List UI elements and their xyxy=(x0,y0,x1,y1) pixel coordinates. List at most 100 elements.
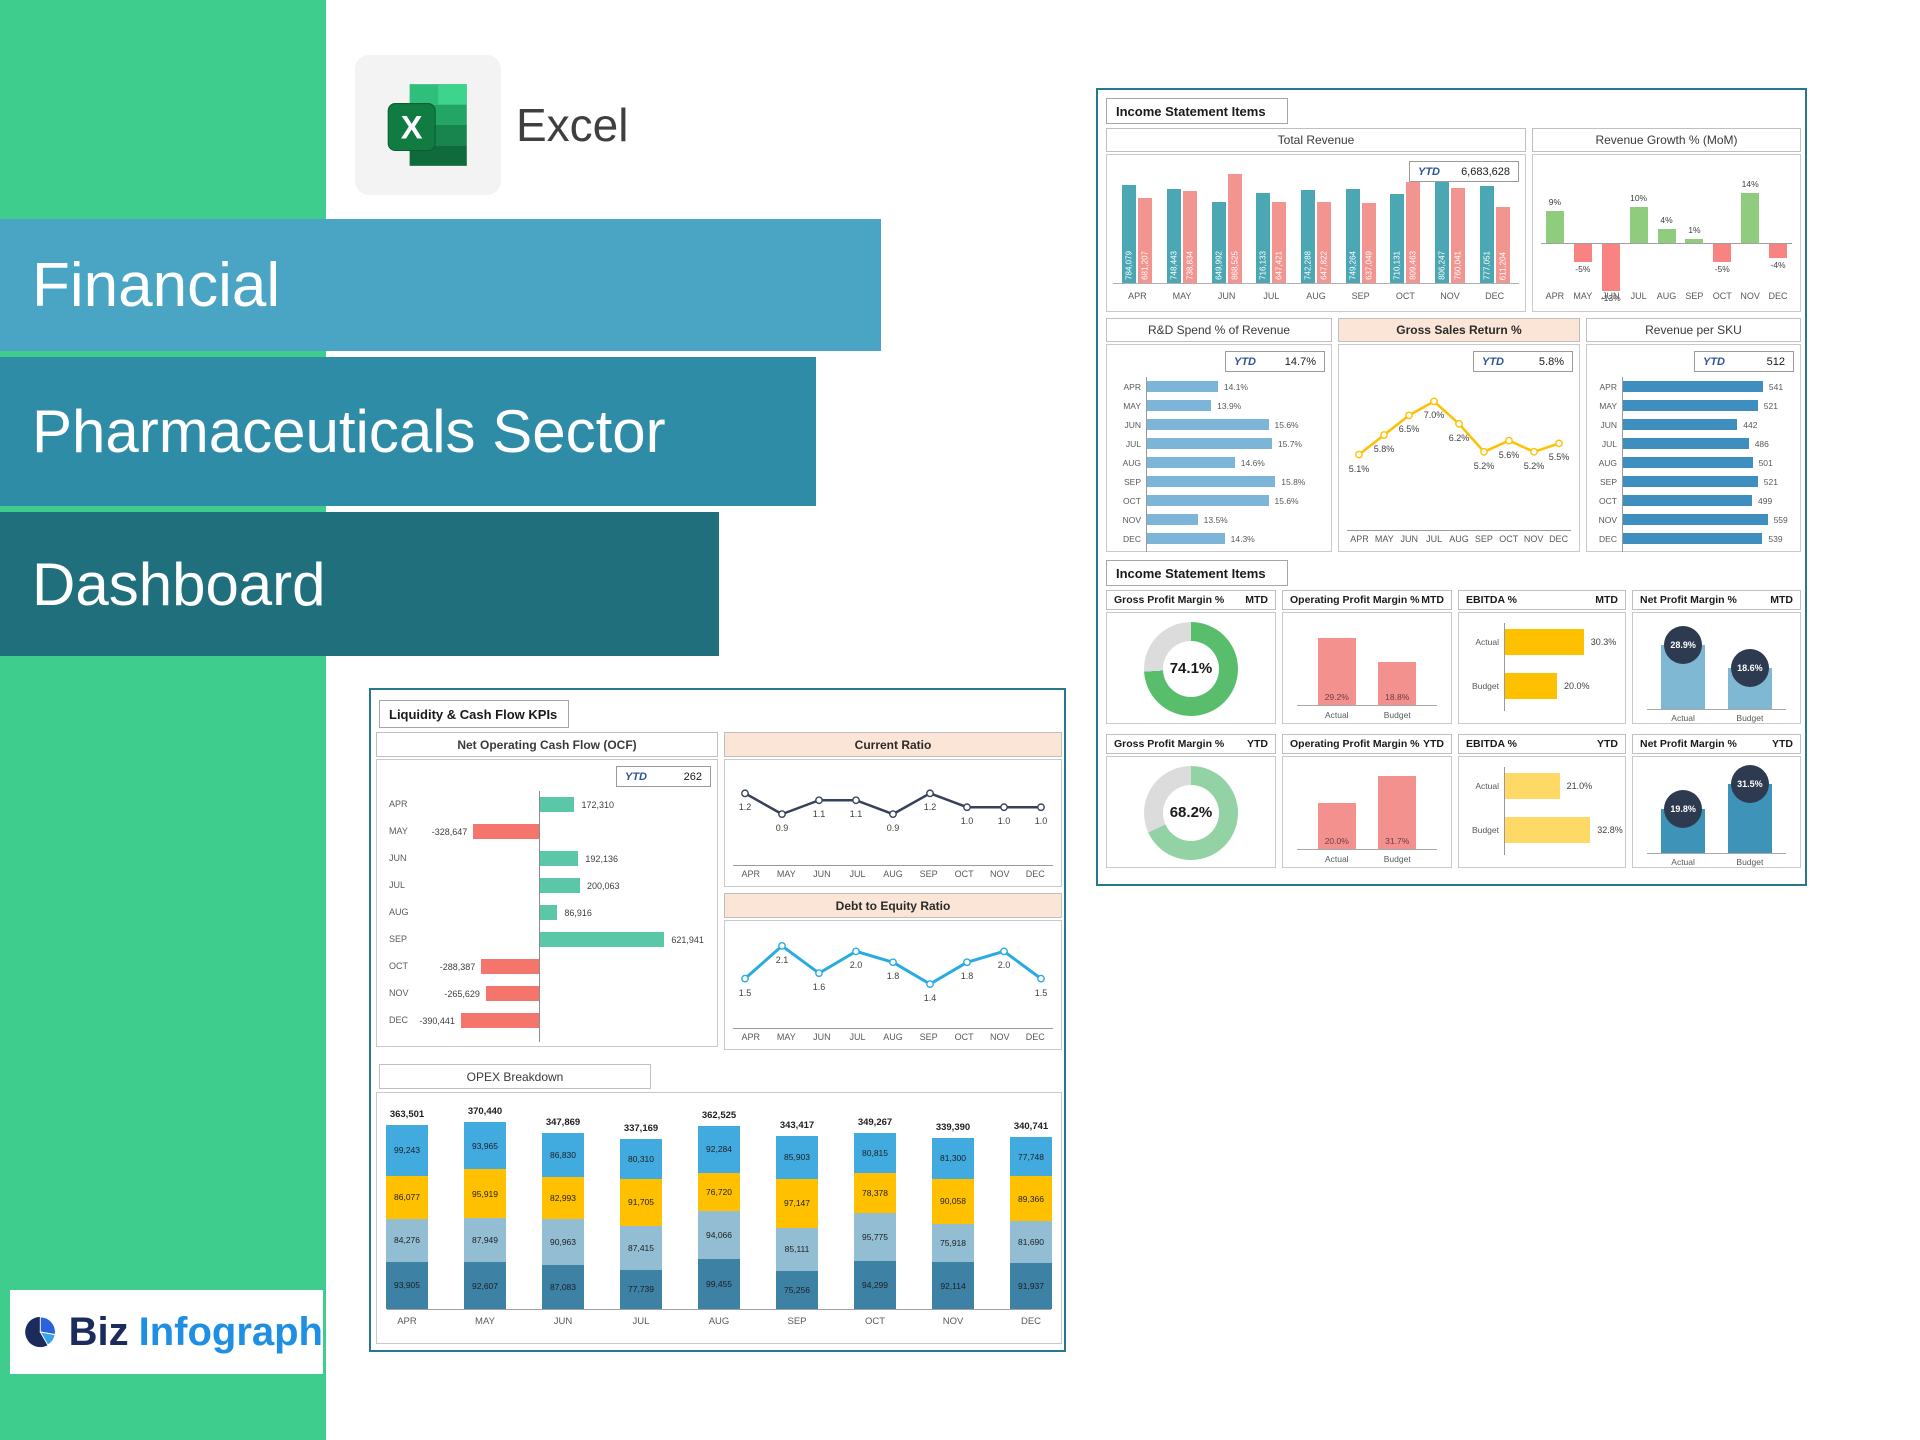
segment-value-label: 91,937 xyxy=(1018,1280,1044,1291)
bar xyxy=(1623,476,1758,487)
point-label: 1.6 xyxy=(812,982,826,993)
opex-segment: 81,300 xyxy=(932,1137,974,1179)
bar-value-label: 1% xyxy=(1688,225,1701,236)
badge-value-label: 18.6% xyxy=(1737,663,1763,674)
y-tick-label: Budget xyxy=(1472,681,1499,691)
x-axis xyxy=(387,1309,1051,1310)
bar-value-label: 486 xyxy=(1754,439,1769,449)
x-tick-label: MAY xyxy=(1573,291,1593,301)
liquidity-label: Liquidity & Cash Flow KPIs xyxy=(379,700,569,728)
segment-value-label: 93,905 xyxy=(394,1280,420,1291)
bar-value-label: 539 xyxy=(1768,534,1783,544)
x-tick-label: NOV xyxy=(989,869,1010,879)
revenue-bar: 611,204 xyxy=(1495,206,1510,283)
x-tick-label: DEC xyxy=(1020,1316,1042,1327)
bar-value-label: 30.3% xyxy=(1590,637,1617,647)
point-label: 5.2% xyxy=(1523,460,1545,471)
revenue-bar: 784,079 xyxy=(1122,184,1137,283)
rnd-spend-chart: YTD 14.7% APR 14.1% MAY 13.9% JUN 15.6% JUL 15.7%… xyxy=(1106,344,1332,552)
opex-segment: 92,284 xyxy=(698,1125,740,1173)
bar-value-label: 21.0% xyxy=(1566,781,1593,791)
segment-value-label: 87,083 xyxy=(550,1282,576,1292)
segment-value-label: 78,378 xyxy=(862,1188,888,1199)
ytd-chip-value: 262 xyxy=(683,770,702,783)
kpi-period-text: MTD xyxy=(1421,594,1444,606)
y-tick-label: OCT xyxy=(389,961,408,971)
pie-chart-icon xyxy=(25,1316,56,1348)
opex-segment: 87,083 xyxy=(542,1265,584,1309)
y-tick-label: OCT xyxy=(1123,496,1141,506)
bar-value-label: 4% xyxy=(1660,214,1673,225)
kpi-period-text: YTD xyxy=(1772,738,1793,750)
growth-bar xyxy=(1601,244,1620,291)
x-tick-label: Actual xyxy=(1324,854,1349,864)
point-label: 1.2 xyxy=(738,802,752,813)
badge-value-label: 28.9% xyxy=(1670,640,1696,651)
opex-segment: 97,147 xyxy=(776,1178,818,1228)
segment-value-label: 76,720 xyxy=(706,1186,732,1197)
x-axis xyxy=(1297,705,1437,706)
x-tick-label: OCT xyxy=(1395,291,1415,301)
y-tick-label: NOV xyxy=(1598,515,1617,525)
y-axis xyxy=(1622,377,1623,552)
excel-icon: X xyxy=(387,84,467,166)
bar-value-label: 15.8% xyxy=(1281,477,1306,487)
x-tick-label: SEP xyxy=(1351,291,1370,301)
segment-value-label: 86,077 xyxy=(394,1192,420,1203)
x-tick-label: NOV xyxy=(1440,291,1460,301)
bar xyxy=(1147,381,1218,392)
segment-value-label: 87,949 xyxy=(472,1235,498,1246)
growth-bar xyxy=(1685,239,1704,243)
current-ratio-chart: 1.2 0.9 1.1 1.1 0.9 1.2 1.0 1.0 1.0 APR MAY JUN JUL A… xyxy=(724,759,1062,887)
y-tick-label: APR xyxy=(389,799,408,809)
segment-value-label: 95,775 xyxy=(862,1232,888,1243)
donut-value-label: 68.2% xyxy=(1169,804,1213,821)
total-label: 347,869 xyxy=(545,1117,581,1129)
x-tick-label: Actual xyxy=(1671,713,1695,723)
revenue-bar: 647,822 xyxy=(1317,202,1331,283)
bar xyxy=(1505,629,1584,655)
ebitda-mtd-chart: Actual 30.3% Budget 20.0% xyxy=(1458,612,1626,724)
ebitda-ytd-title: EBITDA % YTD xyxy=(1458,734,1626,754)
opex-segment: 92,114 xyxy=(932,1262,974,1309)
segment-value-label: 75,256 xyxy=(784,1284,810,1295)
net-profit-mtd-chart: 28.9% Actual 18.6% Budget xyxy=(1632,612,1801,724)
bar-value-label: 784,079 xyxy=(1124,251,1134,280)
opex-segment: 89,366 xyxy=(1010,1176,1052,1222)
opex-segment: 77,748 xyxy=(1010,1136,1052,1177)
opex-segment: 91,937 xyxy=(1010,1262,1052,1309)
segment-value-label: 94,066 xyxy=(706,1230,732,1241)
ocf-bar xyxy=(481,959,539,974)
y-tick-label: MAY xyxy=(1123,401,1141,411)
point-label: 5.8% xyxy=(1373,444,1395,454)
y-tick-label: OCT xyxy=(1599,496,1617,506)
bar-value-label: -328,647 xyxy=(431,827,468,837)
segment-value-label: 99,243 xyxy=(394,1145,420,1156)
segment-value-label: 86,830 xyxy=(550,1150,576,1161)
total-label: 349,267 xyxy=(857,1116,893,1128)
x-tick-label: JUN xyxy=(1217,291,1236,301)
badge-value-label: 19.8% xyxy=(1670,804,1696,815)
bar-value-label: 14% xyxy=(1741,178,1759,189)
x-tick-label: SEP xyxy=(919,869,938,879)
opex-segment: 80,815 xyxy=(854,1132,896,1174)
revenue-per-sku-chart: YTD 512 APR 541 MAY 521 JUN 442 JUL 486 AUG 501 SEP 5… xyxy=(1586,344,1801,552)
bar-value-label: 637,049 xyxy=(1364,251,1374,280)
x-tick-label: Budget xyxy=(1383,854,1411,864)
donut-hole xyxy=(1163,785,1219,841)
y-tick-label: NOV xyxy=(389,988,409,998)
kpi-period-text: MTD xyxy=(1595,594,1618,606)
opex-segment: 95,775 xyxy=(854,1213,896,1262)
bar xyxy=(1623,419,1738,430)
segment-value-label: 91,705 xyxy=(628,1197,654,1208)
y-tick-label: AUG xyxy=(1122,458,1141,468)
ytd-chip-label: YTD xyxy=(1234,355,1256,368)
bar xyxy=(1147,533,1225,544)
ocf-bar xyxy=(460,1013,539,1028)
opex-segment: 93,965 xyxy=(464,1121,506,1170)
revenue-bar: 809,463 xyxy=(1406,181,1421,283)
kpi-period-text: YTD xyxy=(1423,738,1444,750)
ebitda-ytd-chart: Actual 21.0% Budget 32.8% xyxy=(1458,756,1626,868)
x-tick-label: MAY xyxy=(475,1316,495,1327)
title-text-financial: Financial xyxy=(32,250,281,320)
